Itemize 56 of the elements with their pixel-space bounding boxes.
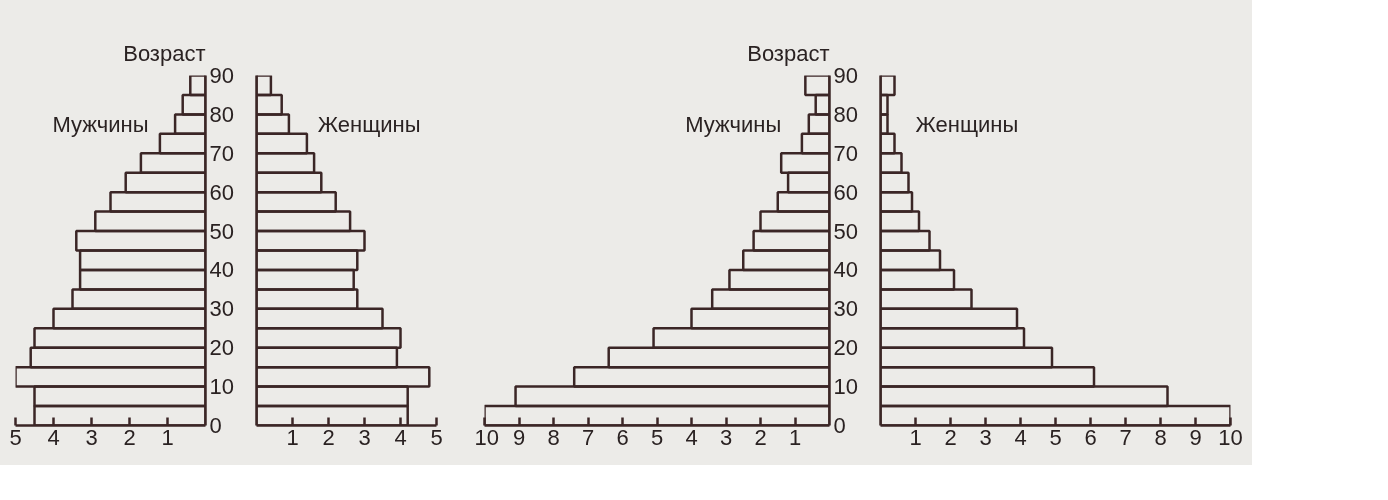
x-tick-label: 9	[512, 424, 526, 450]
x-tick-label: 10	[474, 424, 499, 450]
x-tick-label: 6	[616, 424, 629, 450]
x-tick-label: 8	[547, 424, 560, 450]
x-tick-label: 3	[358, 424, 371, 450]
x-tick-label: 4	[47, 424, 60, 450]
y-axis-title: Возраст	[747, 40, 830, 66]
y-tick-label: 30	[833, 296, 858, 322]
y-tick-label: 70	[833, 140, 858, 166]
y-tick-label: 70	[209, 140, 234, 166]
x-tick-label: 9	[1189, 424, 1202, 450]
x-tick-label: 5	[1049, 424, 1062, 450]
y-axis-title: Возраст	[123, 40, 206, 66]
x-tick-label: 1	[161, 424, 174, 450]
series-label: Мужчины	[52, 112, 149, 137]
y-tick-label: 40	[833, 257, 858, 283]
x-tick-label: 3	[85, 424, 98, 450]
y-tick-label: 50	[833, 218, 858, 244]
series-label: Мужчины	[685, 112, 782, 137]
x-tick-label: 4	[685, 424, 698, 450]
x-tick-label: 6	[1084, 424, 1097, 450]
x-tick-label: 5	[430, 424, 443, 450]
x-tick-label: 2	[123, 424, 136, 450]
y-tick-label: 20	[209, 335, 234, 361]
y-tick-label: 90	[833, 63, 858, 88]
x-tick-label: 10	[1218, 424, 1243, 450]
x-tick-label: 7	[1119, 424, 1132, 450]
x-tick-label: 1	[909, 424, 922, 450]
x-tick-label: 2	[754, 424, 767, 450]
x-tick-label: 2	[322, 424, 335, 450]
x-tick-label: 1	[788, 424, 802, 450]
y-tick-label: 90	[209, 63, 234, 88]
y-tick-label: 60	[833, 179, 858, 205]
x-tick-label: 4	[394, 424, 407, 450]
x-tick-label: 8	[1154, 424, 1167, 450]
y-tick-label: 80	[833, 101, 858, 127]
series-label: Женщины	[317, 112, 421, 137]
y-tick-label: 10	[833, 374, 858, 400]
y-tick-label: 20	[833, 335, 858, 361]
x-tick-label: 5	[9, 424, 22, 450]
y-tick-label: 50	[209, 218, 234, 244]
x-tick-label: 1	[286, 424, 299, 450]
x-tick-label: 2	[944, 424, 957, 450]
x-tick-label: 4	[1014, 424, 1027, 450]
x-tick-label: 3	[979, 424, 992, 450]
x-tick-label: 3	[719, 424, 733, 450]
y-tick-label: 0	[209, 413, 222, 438]
x-tick-label: 5	[650, 424, 664, 450]
y-tick-label: 60	[209, 179, 234, 205]
x-tick-label: 7	[581, 424, 595, 450]
y-tick-label: 80	[209, 101, 234, 127]
y-tick-label: 0	[833, 413, 846, 438]
series-label: Женщины	[915, 112, 1019, 137]
y-tick-label: 40	[209, 257, 234, 283]
y-tick-label: 30	[209, 296, 234, 322]
y-tick-label: 10	[209, 374, 234, 400]
